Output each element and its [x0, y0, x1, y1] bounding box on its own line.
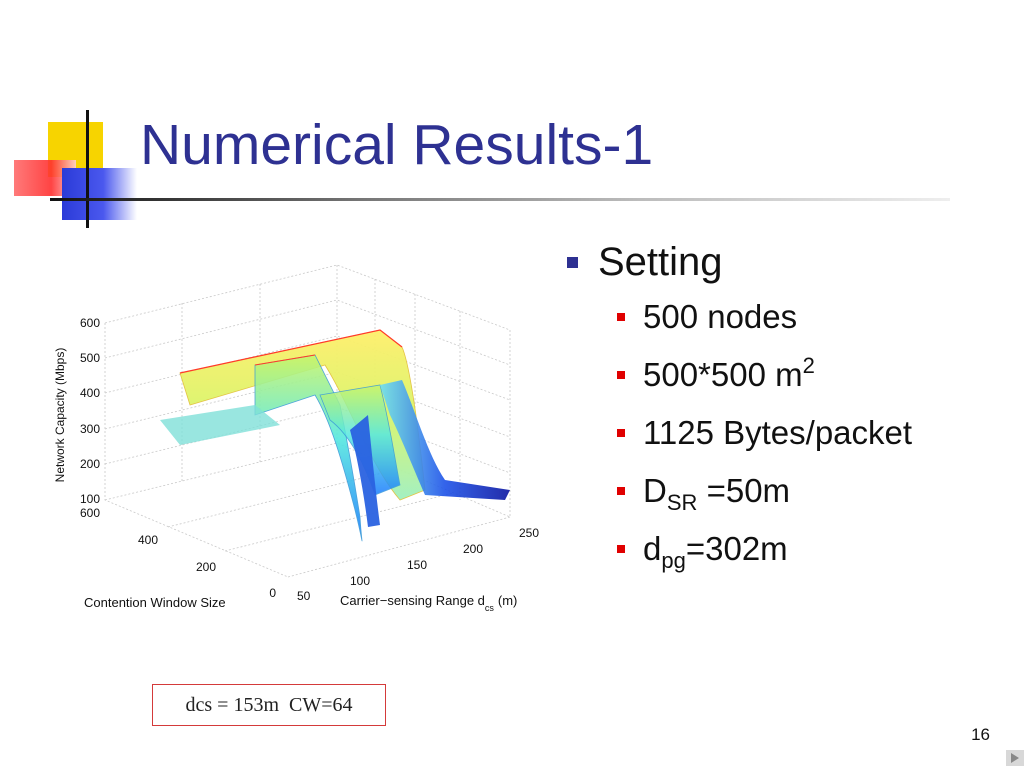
bullet-setting-text: Setting [598, 239, 723, 284]
plot-axes: 600 500 400 300 200 100 600 400 200 0 50… [53, 316, 539, 613]
settings-list: Setting 500 nodes 500*500 m2 1125 Bytes/… [565, 236, 1005, 578]
z-tick-200: 200 [80, 457, 100, 471]
z-tick-500: 500 [80, 351, 100, 365]
play-triangle-icon [1011, 753, 1019, 763]
y-tick-400: 400 [138, 533, 158, 547]
logo-vertical-line [86, 110, 89, 228]
bullet-packet-text: 1125 Bytes/packet [643, 414, 913, 451]
x-axis-label-sub: cs [485, 603, 495, 613]
bullet-setting: Setting [565, 236, 1005, 288]
x-axis-label-unit: (m) [498, 593, 518, 608]
z-tick-300: 300 [80, 422, 100, 436]
x-tick-250: 250 [519, 526, 539, 540]
x-tick-50: 50 [297, 589, 311, 603]
x-tick-200: 200 [463, 542, 483, 556]
y-tick-200: 200 [196, 560, 216, 574]
page-number: 16 [971, 725, 990, 744]
bullet-square-icon [617, 545, 625, 553]
parameter-annotation-box: dcs = 153m CW=64 [152, 684, 386, 726]
bullet-nodes-text: 500 nodes [643, 298, 798, 335]
z-tick-600: 600 [80, 316, 100, 330]
z-tick-100: 100 [80, 492, 100, 506]
capacity-surface-plot: 600 500 400 300 200 100 600 400 200 0 50… [50, 255, 555, 620]
bullet-dpg-text: dpg=302m [643, 530, 788, 573]
bullet-area: 500*500 m2 [617, 346, 1005, 404]
x-tick-100: 100 [350, 574, 370, 588]
bullet-square-icon [567, 256, 578, 268]
bullet-square-icon [617, 429, 625, 437]
bullet-square-icon [617, 313, 625, 321]
surface-mesh [160, 329, 510, 542]
bullet-dsr-text: DSR =50m [643, 472, 791, 515]
bullet-area-sup: 2 [802, 353, 815, 378]
bullet-dpg: dpg=302m [617, 520, 1005, 578]
bullet-square-icon [617, 487, 625, 495]
next-slide-button[interactable] [1006, 750, 1024, 766]
surface-plot-svg: 600 500 400 300 200 100 600 400 200 0 50… [53, 264, 539, 613]
x-tick-150: 150 [407, 558, 427, 572]
z-tick-400: 400 [80, 386, 100, 400]
logo-blue-square [62, 168, 137, 220]
y-axis-label: Contention Window Size [84, 595, 226, 610]
bullet-packet: 1125 Bytes/packet [617, 404, 1005, 462]
x-axis-label: Carrier−sensing Range dcs (m) [340, 593, 517, 613]
bullet-square-icon [617, 371, 625, 379]
bullet-area-main: 500*500 m [643, 356, 803, 393]
z-axis-label: Network Capacity (Mbps) [53, 348, 67, 483]
title-underline [50, 198, 950, 201]
x-axis-label-main: Carrier−sensing Range d [340, 593, 485, 608]
bullet-dsr: DSR =50m [617, 462, 1005, 520]
y-tick-0: 0 [269, 586, 276, 600]
bullet-area-text: 500*500 m2 [643, 353, 815, 394]
slide-title: Numerical Results-1 [140, 113, 654, 177]
bullet-nodes: 500 nodes [617, 288, 1005, 346]
y-tick-600: 600 [80, 506, 100, 520]
